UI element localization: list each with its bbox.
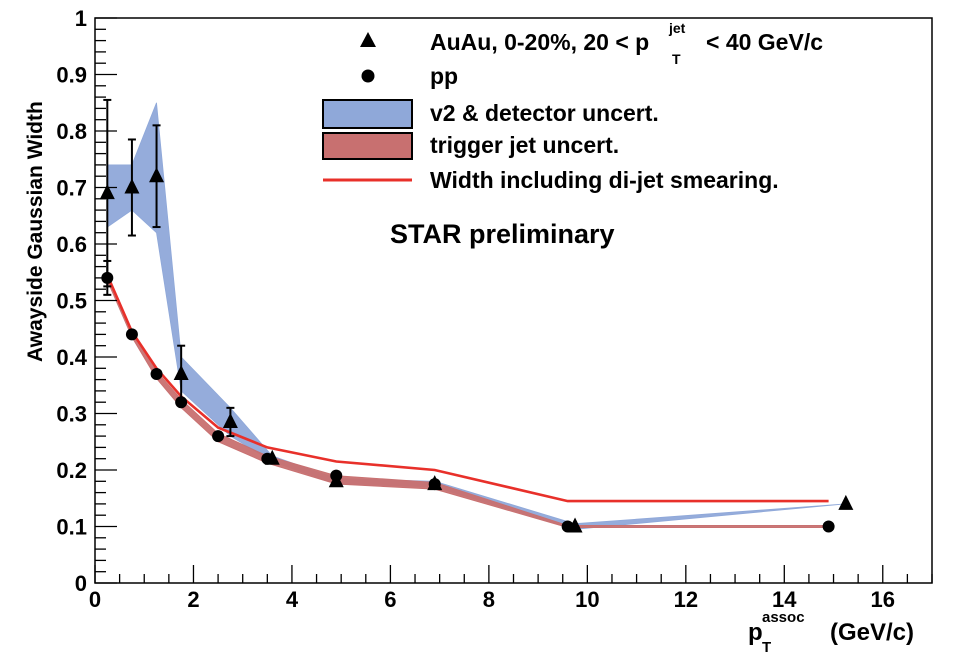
- data-point-pp: [175, 396, 188, 409]
- x-tick-label: 10: [575, 587, 599, 612]
- star-preliminary-label: STAR preliminary: [390, 219, 615, 249]
- data-point-pp: [125, 328, 138, 341]
- x-tick-label: 4: [286, 587, 299, 612]
- y-tick-label: 0.4: [56, 345, 87, 370]
- y-tick-label: 0.3: [56, 402, 87, 427]
- y-tick-label: 0.5: [56, 289, 87, 314]
- legend-label-v2: v2 & detector uncert.: [430, 100, 659, 126]
- legend-auau-prefix: AuAu, 0-20%, 20 < p: [430, 29, 649, 55]
- x-axis-title-sup: assoc: [762, 609, 805, 626]
- data-point-auau: [173, 364, 189, 380]
- y-tick-label: 0.8: [56, 119, 87, 144]
- band-v2-detector-uncert: [106, 102, 846, 530]
- y-tick-label: 0.1: [56, 515, 87, 540]
- data-point-pp: [822, 520, 835, 533]
- legend-marker-auau: [360, 32, 376, 47]
- data-point-pp: [330, 469, 343, 482]
- x-tick-label: 14: [772, 587, 797, 612]
- legend-marker-pp: [361, 69, 375, 83]
- legend-auau-suffix: < 40 GeV/c: [706, 29, 823, 55]
- legend-label-pp: pp: [430, 63, 458, 89]
- x-tick-label: 6: [384, 587, 396, 612]
- data-point-pp: [428, 478, 441, 491]
- y-tick-label: 0.7: [56, 176, 87, 201]
- data-point-pp: [261, 452, 274, 465]
- data-point-auau: [124, 178, 140, 194]
- x-tick-label: 2: [187, 587, 199, 612]
- y-tick-label: 0: [75, 571, 87, 596]
- x-axis-title-unit: (GeV/c): [830, 619, 914, 646]
- y-tick-label: 0.2: [56, 458, 87, 483]
- y-tick-label: 1: [75, 6, 87, 31]
- y-tick-label: 0.6: [56, 232, 87, 257]
- x-axis-title-main: p: [748, 619, 763, 646]
- data-point-auau: [99, 184, 115, 200]
- x-axis-title: p assoc T (GeV/c): [748, 609, 914, 656]
- data-point-pp: [150, 367, 163, 380]
- legend: AuAu, 0-20%, 20 < p jet T < 40 GeV/c pp …: [322, 20, 823, 193]
- legend-label-trigger: trigger jet uncert.: [430, 132, 619, 158]
- legend-label-auau: AuAu, 0-20%, 20 < p: [430, 29, 649, 55]
- x-tick-label: 8: [483, 587, 495, 612]
- x-tick-label: 16: [871, 587, 895, 612]
- data-point-pp: [561, 520, 574, 533]
- data-point-auau: [838, 494, 854, 510]
- y-tick-label: 0.9: [56, 63, 87, 88]
- data-point-pp: [212, 430, 225, 443]
- data-point-auau: [222, 412, 238, 428]
- y-axis-title: Awayside Gaussian Width: [24, 101, 47, 362]
- x-axis-title-sub: T: [762, 639, 771, 656]
- legend-auau-sup: jet: [668, 20, 686, 36]
- plot-area: 0 2 4 6 8 10 12 14 16 0 0.1 0.2 0.3 0.4 0.5 0.6 0.7 0.8 0.…: [56, 6, 933, 612]
- line-dijet-smearing: [106, 274, 829, 503]
- x-tick-label: 12: [674, 587, 698, 612]
- legend-swatch-trigger: [322, 132, 413, 160]
- legend-swatch-v2: [322, 99, 413, 129]
- x-tick-label: 0: [89, 587, 101, 612]
- legend-label-smearing: Width including di-jet smearing.: [430, 167, 779, 193]
- data-point-pp: [101, 271, 114, 284]
- legend-auau-sub: T: [672, 51, 681, 67]
- data-point-auau: [149, 167, 165, 183]
